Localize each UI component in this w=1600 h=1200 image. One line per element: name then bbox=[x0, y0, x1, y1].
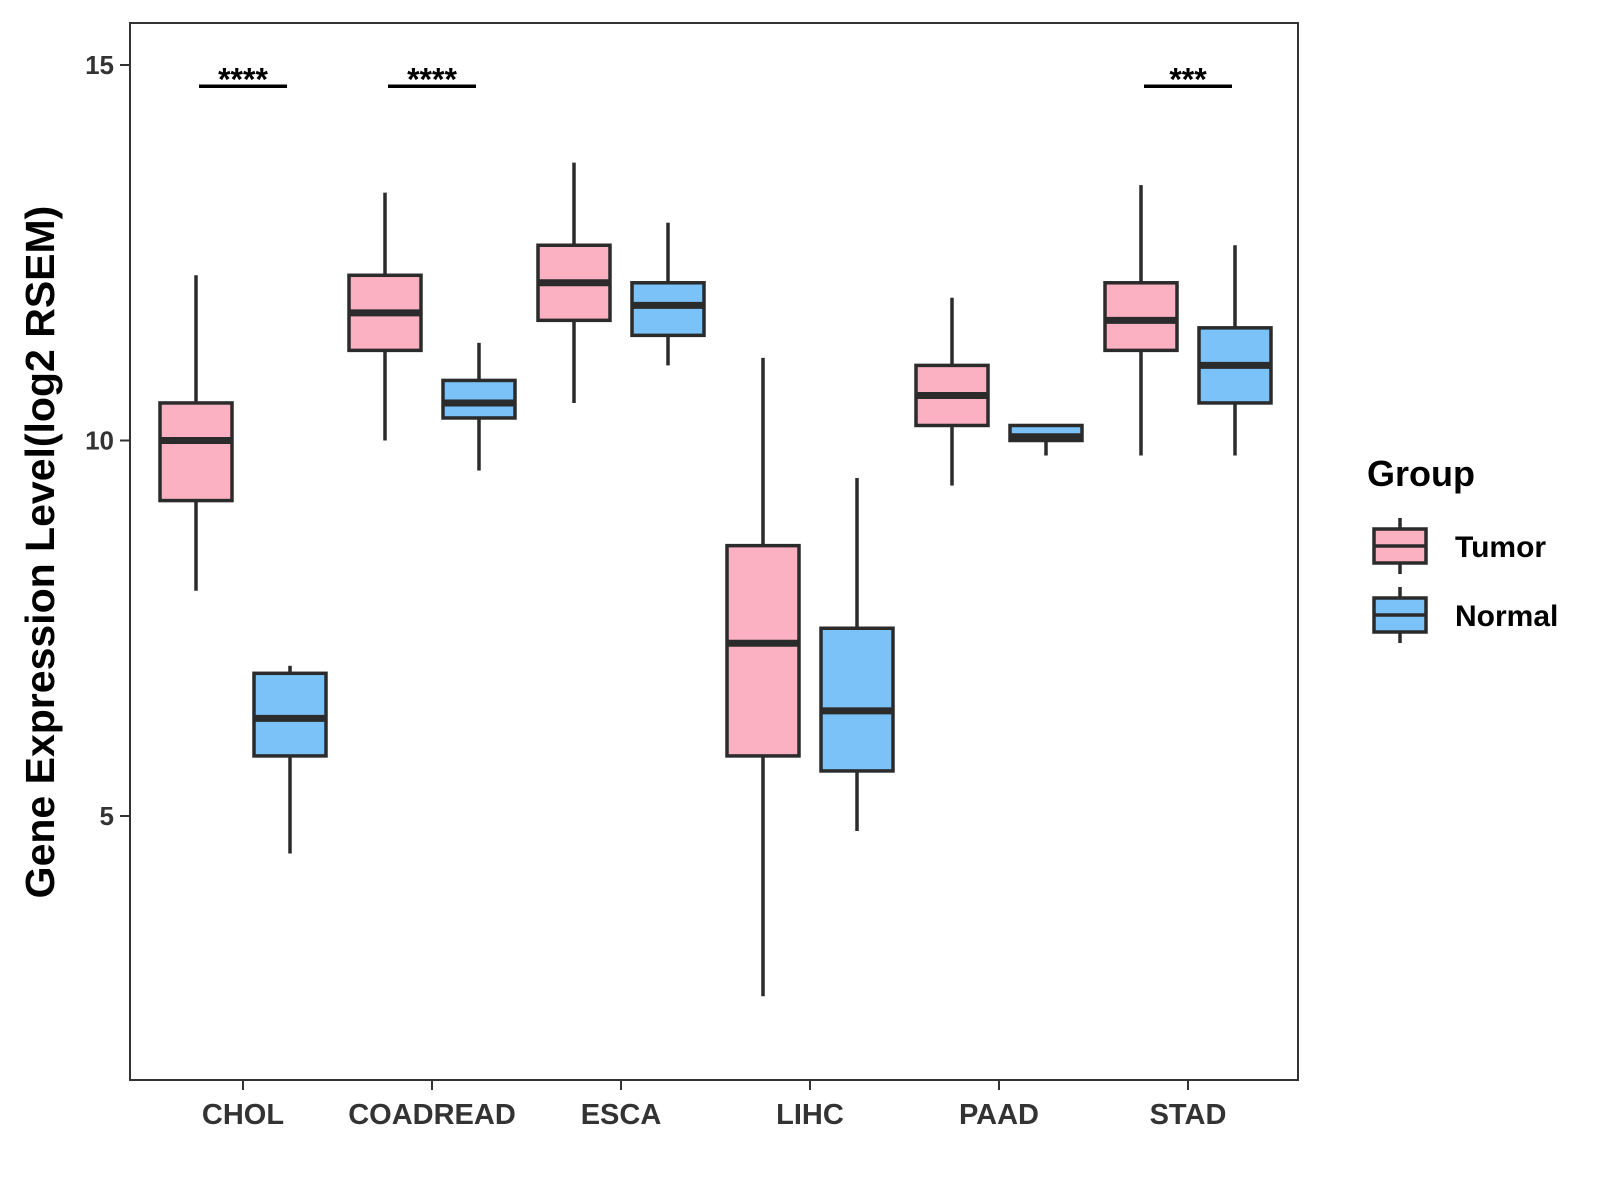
box-iqr bbox=[819, 626, 895, 773]
box-tumor-esca bbox=[536, 162, 612, 403]
x-tick-label: CHOL bbox=[202, 1099, 284, 1131]
box-iqr bbox=[441, 378, 517, 420]
box-tumor-coadread bbox=[347, 192, 423, 441]
box-normal-stad bbox=[1197, 245, 1273, 456]
box-normal-chol bbox=[252, 665, 328, 854]
significance-chol: **** bbox=[199, 61, 287, 97]
y-tick-label: 5 bbox=[100, 801, 114, 831]
y-tick-label: 15 bbox=[85, 50, 114, 80]
axes: 5 10 15 CHOL COADREAD ESCA LIHC PAAD STAD bbox=[85, 50, 1226, 1131]
x-tick-label: LIHC bbox=[776, 1099, 844, 1131]
significance-coadread: **** bbox=[388, 61, 476, 97]
y-tick-label: 10 bbox=[85, 426, 114, 456]
legend: Tumor Normal bbox=[1372, 518, 1558, 643]
box-tumor-stad bbox=[1103, 185, 1179, 456]
box-tumor-chol bbox=[158, 275, 234, 591]
box-iqr bbox=[158, 401, 234, 503]
box-normal-lihc bbox=[819, 478, 895, 832]
significance-label: **** bbox=[218, 61, 268, 97]
box-tumor-paad bbox=[914, 297, 990, 486]
x-tick-label: PAAD bbox=[959, 1099, 1039, 1131]
significance-stad: *** bbox=[1144, 61, 1232, 97]
box-normal-paad bbox=[1008, 423, 1084, 456]
box-iqr bbox=[252, 671, 328, 758]
legend-item-normal: Normal bbox=[1372, 587, 1558, 643]
box-iqr bbox=[1103, 281, 1179, 353]
plot-frame bbox=[129, 22, 1299, 1081]
x-tick-label: ESCA bbox=[581, 1099, 662, 1131]
box-normal-esca bbox=[630, 222, 706, 366]
x-tick-label: STAD bbox=[1150, 1099, 1227, 1131]
y-axis-label: Gene Expression Level(log2 RSEM) bbox=[17, 206, 63, 899]
significance-label: *** bbox=[1169, 61, 1207, 97]
significance-label: **** bbox=[407, 61, 457, 97]
box-normal-coadread bbox=[441, 342, 517, 471]
x-tick-label: COADREAD bbox=[348, 1099, 516, 1131]
legend-title: Group bbox=[1367, 453, 1475, 494]
box-iqr bbox=[725, 543, 801, 758]
box-iqr bbox=[630, 281, 706, 338]
box-tumor-lihc bbox=[725, 357, 801, 997]
plot-area: **** **** *** bbox=[158, 61, 1273, 997]
legend-item-tumor: Tumor bbox=[1372, 518, 1546, 574]
legend-label: Tumor bbox=[1455, 531, 1546, 564]
legend-label: Normal bbox=[1455, 600, 1558, 633]
